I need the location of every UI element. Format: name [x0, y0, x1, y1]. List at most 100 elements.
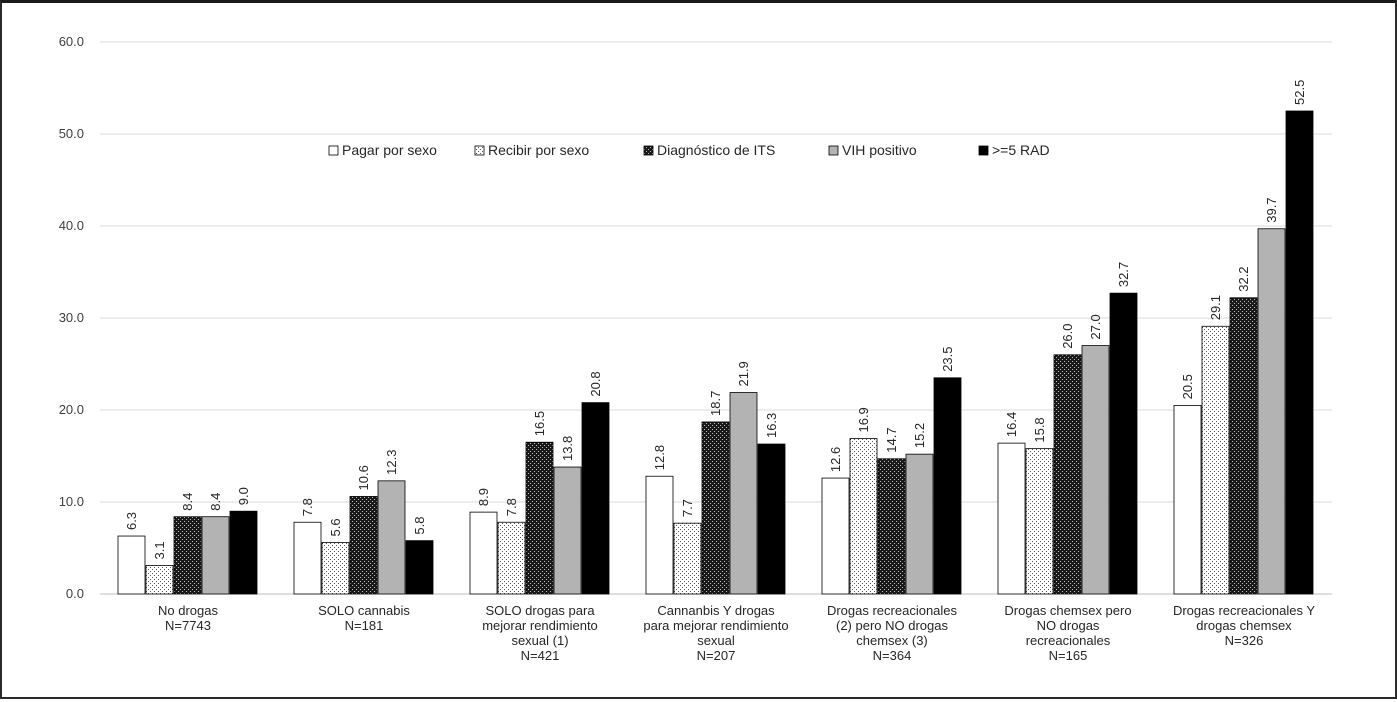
category-label-line: No drogas: [158, 603, 218, 618]
bar: [525, 441, 554, 595]
category-label-line: N=326: [1225, 633, 1264, 648]
legend-swatch: [978, 145, 989, 156]
data-label: 5.8: [412, 517, 427, 535]
category-label-line: sexual (1): [511, 633, 568, 648]
bar: [497, 521, 526, 595]
data-label: 5.6: [328, 518, 343, 536]
bar: [405, 540, 434, 595]
bar: [1081, 345, 1110, 595]
bar: [1201, 325, 1230, 595]
category-label-line: Drogas recreacionales: [827, 603, 958, 618]
data-label: 23.5: [940, 346, 955, 371]
bar: [729, 392, 758, 595]
bar: [201, 516, 230, 595]
gridlines: [100, 41, 1332, 595]
bar: [645, 475, 674, 595]
bar: [877, 458, 906, 595]
category-label-line: mejorar rendimiento: [482, 618, 598, 633]
legend-swatch: [643, 145, 654, 156]
category-label: Cannanbis Y drogas para mejorar rendimien…: [643, 603, 788, 663]
bar: [469, 511, 498, 595]
data-label: 8.9: [476, 488, 491, 506]
data-label: 7.7: [680, 499, 695, 517]
data-label: 18.7: [708, 391, 723, 416]
y-tick-label: 0.0: [66, 586, 84, 601]
data-label: 20.5: [1180, 374, 1195, 399]
data-label: 12.8: [652, 445, 667, 470]
legend-swatch: [328, 145, 339, 156]
data-label: 15.2: [912, 423, 927, 448]
x-axis-category-labels: No drogas N=7743 SOLO cannabis N=181 SOLO dr…: [158, 603, 1315, 663]
category-label: SOLO cannabis N=181: [318, 603, 410, 633]
bar: [349, 496, 378, 595]
bar: [1257, 228, 1286, 595]
legend-entry: >=5 RAD: [992, 142, 1050, 158]
bar-chart: 0.0 10.0 20.0 30.0 40.0 50.0 60.0 6.3 3.1 8.4 8.4…: [59, 34, 1332, 663]
legend-entry: Diagnóstico de ITS: [657, 142, 775, 158]
bars: [117, 110, 1314, 595]
category-label-line: recreacionales: [1026, 633, 1111, 648]
data-label: 52.5: [1292, 80, 1307, 105]
data-label: 9.0: [236, 487, 251, 505]
y-tick-label: 60.0: [59, 34, 84, 49]
data-label: 32.2: [1236, 266, 1251, 291]
bar: [997, 442, 1026, 595]
data-label: 16.4: [1004, 412, 1019, 437]
data-label: 3.1: [152, 541, 167, 559]
data-label: 15.8: [1032, 417, 1047, 442]
data-label: 12.3: [384, 450, 399, 475]
data-label: 27.0: [1088, 314, 1103, 339]
category-label-line: N=165: [1049, 648, 1088, 663]
y-tick-label: 40.0: [59, 218, 84, 233]
category-label-line: Cannanbis Y drogas: [657, 603, 775, 618]
category-label-line: N=181: [345, 618, 384, 633]
y-tick-label: 50.0: [59, 126, 84, 141]
data-labels: 6.3 3.1 8.4 8.4 9.0 7.8 5.6 10.6 12.3 5.8 8.9 7.8 16…: [124, 80, 1307, 560]
legend-swatch: [474, 145, 485, 156]
data-label: 26.0: [1060, 323, 1075, 348]
legend-entry: Recibir por sexo: [488, 142, 589, 158]
category-label-line: para mejorar rendimiento: [643, 618, 788, 633]
category-label-line: drogas chemsex: [1196, 618, 1292, 633]
data-label: 8.4: [180, 493, 195, 511]
data-label: 29.1: [1208, 295, 1223, 320]
data-label: 13.8: [560, 436, 575, 461]
bar: [377, 480, 406, 595]
bar: [117, 535, 146, 595]
data-label: 16.5: [532, 411, 547, 436]
category-label: No drogas N=7743: [158, 603, 218, 633]
legend: Pagar por sexo Recibir por sexo Diagnóstic…: [328, 142, 1050, 158]
bar: [849, 438, 878, 595]
bar: [1229, 297, 1258, 595]
category-label: Drogas recreacionales (2) pero NO drogas c…: [827, 603, 958, 663]
y-axis-tick-labels: 0.0 10.0 20.0 30.0 40.0 50.0 60.0: [59, 34, 84, 601]
bar: [229, 510, 258, 595]
bar: [553, 466, 582, 595]
category-label-line: SOLO drogas para: [485, 603, 595, 618]
bar: [757, 443, 786, 595]
data-label: 7.8: [504, 498, 519, 516]
category-label-line: N=421: [521, 648, 560, 663]
category-label: SOLO drogas para mejorar rendimiento sexua…: [482, 603, 598, 663]
category-label-line: N=364: [873, 648, 912, 663]
bar: [173, 516, 202, 595]
data-label: 16.3: [764, 413, 779, 438]
data-label: 8.4: [208, 493, 223, 511]
category-label-line: Drogas recreacionales Y: [1173, 603, 1315, 618]
legend-entry: Pagar por sexo: [342, 142, 437, 158]
bar: [293, 521, 322, 595]
category-label: Drogas chemsex pero NO drogas recreacional…: [1004, 603, 1131, 663]
category-label-line: N=207: [697, 648, 736, 663]
data-label: 16.9: [856, 407, 871, 432]
bar: [905, 453, 934, 595]
bar: [701, 421, 730, 595]
legend-swatch: [828, 145, 839, 156]
bar: [1025, 448, 1054, 595]
bar: [581, 402, 610, 595]
data-label: 12.6: [828, 447, 843, 472]
data-label: 32.7: [1116, 262, 1131, 287]
y-tick-label: 20.0: [59, 402, 84, 417]
y-tick-label: 30.0: [59, 310, 84, 325]
